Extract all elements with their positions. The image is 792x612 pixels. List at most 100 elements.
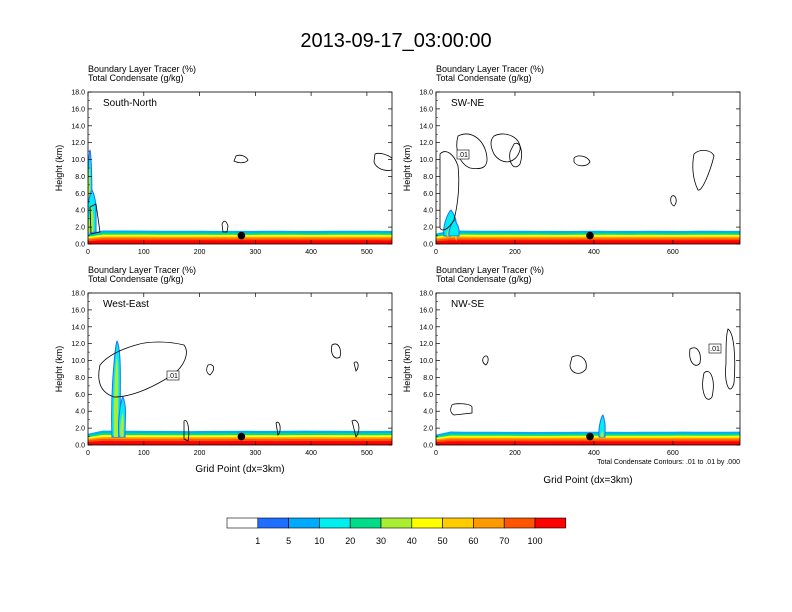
y-tick-label: 2.0 bbox=[423, 225, 433, 232]
panel-sw-ne: Boundary Layer Tracer (%)Total Condensat… bbox=[402, 64, 741, 256]
colorbar-label: 10 bbox=[314, 536, 324, 546]
colorbar-swatch bbox=[319, 517, 351, 529]
y-tick-label: 4.0 bbox=[75, 208, 85, 215]
tracer-plume-core-0 bbox=[600, 431, 604, 438]
y-tick-label: 12.0 bbox=[419, 140, 433, 147]
field-layer bbox=[436, 133, 740, 244]
x-tick-label: 500 bbox=[361, 450, 373, 457]
y-tick-label: 6.0 bbox=[423, 392, 433, 399]
condensate-contour-4 bbox=[573, 155, 591, 167]
condensate-contour-2 bbox=[689, 347, 701, 366]
contour-label: .01 bbox=[710, 346, 720, 353]
condensate-contour-3 bbox=[353, 361, 359, 372]
condensate-contour-2 bbox=[490, 133, 521, 163]
colorbar-swatch bbox=[288, 517, 320, 529]
panel-header-condensate: Total Condensate (g/kg) bbox=[436, 274, 532, 284]
panel-south-north: Boundary Layer Tracer (%)Total Condensat… bbox=[54, 64, 393, 256]
condensate-contour-3 bbox=[702, 371, 714, 400]
colorbar-swatch bbox=[380, 517, 413, 529]
x-tick-label: 400 bbox=[305, 450, 317, 457]
y-tick-label: 2.0 bbox=[75, 426, 85, 433]
y-tick-label: 14.0 bbox=[71, 324, 85, 331]
contour-interval-note: Total Condensate Contours: .01 to .01 by… bbox=[597, 459, 740, 466]
condensate-contour-1 bbox=[373, 152, 392, 171]
x-tick-label: 600 bbox=[667, 249, 679, 256]
colorbar-label: 5 bbox=[286, 536, 291, 546]
colorbar: 1 5 10 20 30 40 50 60 70 100 bbox=[226, 517, 567, 546]
y-tick-label: 4.0 bbox=[423, 208, 433, 215]
condensate-contour-4 bbox=[725, 328, 736, 390]
y-tick-label: 18.0 bbox=[419, 90, 433, 97]
x-tick-label: 0 bbox=[86, 450, 90, 457]
condensate-contour-1 bbox=[569, 355, 587, 374]
location-marker bbox=[237, 432, 246, 441]
colorbar-label: 1 bbox=[255, 536, 260, 546]
y-axis-label: Height (km) bbox=[402, 145, 412, 192]
condensate-contour-5 bbox=[450, 403, 473, 416]
condensate-contour-0 bbox=[98, 341, 187, 398]
y-tick-label: 16.0 bbox=[419, 106, 433, 113]
contour-label-box bbox=[166, 370, 180, 381]
colorbar-label: 40 bbox=[407, 536, 417, 546]
plot-frame bbox=[87, 91, 393, 245]
y-tick-label: 14.0 bbox=[71, 123, 85, 130]
panel-header-condensate: Total Condensate (g/kg) bbox=[88, 73, 184, 83]
field-layer bbox=[88, 149, 392, 244]
location-marker bbox=[237, 231, 246, 240]
y-tick-label: 0.0 bbox=[75, 242, 85, 249]
contour-label: .01 bbox=[168, 373, 178, 380]
x-tick-label: 400 bbox=[305, 249, 317, 256]
y-tick-label: 6.0 bbox=[75, 191, 85, 198]
y-tick-label: 16.0 bbox=[71, 307, 85, 314]
x-tick-label: 0 bbox=[434, 249, 438, 256]
y-tick-label: 10.0 bbox=[71, 358, 85, 365]
y-tick-label: 0.0 bbox=[423, 443, 433, 450]
y-tick-label: 10.0 bbox=[419, 157, 433, 164]
colorbar-label: 50 bbox=[438, 536, 448, 546]
x-tick-label: 300 bbox=[249, 249, 261, 256]
condensate-contour-2 bbox=[331, 343, 341, 359]
colorbar-label: 20 bbox=[345, 536, 355, 546]
contour-label-box bbox=[456, 149, 470, 160]
colorbar-swatch bbox=[503, 517, 536, 529]
condensate-contour-3 bbox=[509, 142, 522, 168]
panel-west-east: Boundary Layer Tracer (%)Total Condensat… bbox=[54, 265, 393, 475]
x-tick-label: 400 bbox=[588, 249, 600, 256]
y-tick-label: 8.0 bbox=[423, 174, 433, 181]
panel-label: NW-SE bbox=[451, 299, 484, 310]
x-tick-label: 100 bbox=[138, 249, 150, 256]
x-tick-label: 200 bbox=[509, 450, 521, 457]
condensate-contour-5 bbox=[275, 421, 281, 436]
y-tick-label: 8.0 bbox=[75, 174, 85, 181]
y-tick-label: 8.0 bbox=[423, 375, 433, 382]
condensate-contour-0 bbox=[482, 355, 489, 366]
y-tick-label: 12.0 bbox=[419, 341, 433, 348]
condensate-contour-4 bbox=[183, 419, 190, 442]
y-tick-label: 6.0 bbox=[75, 392, 85, 399]
colorbar-swatch bbox=[257, 517, 289, 529]
location-marker bbox=[586, 432, 594, 441]
y-axis-label: Height (km) bbox=[54, 145, 64, 192]
x-axis-label: Grid Point (dx=3km) bbox=[195, 464, 284, 475]
field-layer bbox=[88, 340, 392, 445]
plot-frame bbox=[87, 292, 393, 446]
y-tick-label: 4.0 bbox=[423, 409, 433, 416]
x-tick-label: 0 bbox=[434, 450, 438, 457]
x-tick-label: 0 bbox=[86, 249, 90, 256]
y-tick-label: 10.0 bbox=[419, 358, 433, 365]
tracer-band-level-5 bbox=[436, 441, 740, 445]
colorbar-swatch bbox=[411, 517, 443, 529]
tracer-plume-0 bbox=[598, 414, 606, 438]
colorbar-swatch bbox=[226, 517, 259, 529]
x-tick-label: 200 bbox=[194, 249, 206, 256]
y-tick-label: 2.0 bbox=[75, 225, 85, 232]
tracer-plume-core-1 bbox=[451, 236, 457, 241]
colorbar-swatch bbox=[442, 517, 474, 529]
x-tick-label: 200 bbox=[194, 450, 206, 457]
y-tick-label: 14.0 bbox=[419, 324, 433, 331]
panel-header-tracer: Boundary Layer Tracer (%) bbox=[88, 64, 196, 74]
tracer-band-level-5 bbox=[436, 240, 740, 244]
x-tick-label: 600 bbox=[667, 450, 679, 457]
condensate-contour-0 bbox=[233, 154, 249, 164]
